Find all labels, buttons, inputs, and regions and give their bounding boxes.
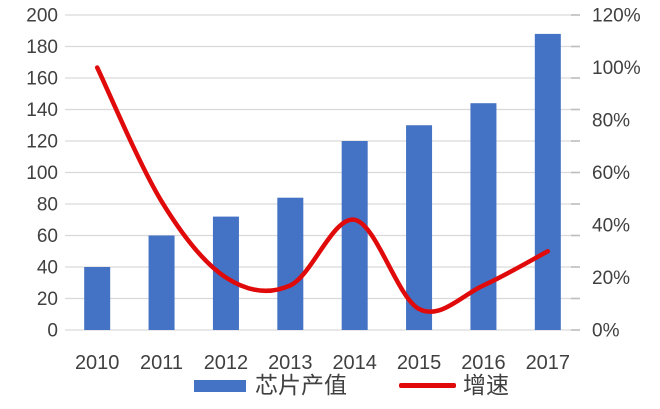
x-axis-label-2010: 2010 bbox=[75, 352, 120, 374]
left-axis-tick-label: 60 bbox=[37, 226, 58, 247]
left-axis-tick-label: 120 bbox=[26, 132, 58, 153]
x-axis-label-2013: 2013 bbox=[268, 352, 313, 374]
left-axis-tick-label: 200 bbox=[26, 6, 58, 27]
x-axis-label-2011: 2011 bbox=[140, 352, 183, 374]
bar-2011 bbox=[148, 235, 175, 330]
left-axis-tick-label: 80 bbox=[37, 195, 58, 216]
left-axis-tick-label: 100 bbox=[26, 163, 58, 184]
left-axis-tick-label: 140 bbox=[26, 100, 58, 121]
bar-2017 bbox=[534, 33, 561, 331]
left-axis-tick-label: 160 bbox=[26, 69, 58, 90]
legend-line-swatch-icon bbox=[399, 383, 456, 388]
bar-2010 bbox=[84, 267, 111, 330]
left-axis-tick-label: 180 bbox=[26, 37, 58, 58]
right-axis-tick-label: 20% bbox=[592, 268, 630, 289]
legend-line-label: 增速 bbox=[463, 372, 509, 398]
bar-2015 bbox=[406, 125, 433, 330]
x-axis-label-2012: 2012 bbox=[204, 352, 249, 374]
bar-2016 bbox=[470, 103, 497, 330]
right-axis-tick-label: 80% bbox=[592, 111, 630, 132]
bar-2014 bbox=[341, 141, 368, 330]
left-axis-tick-label: 0 bbox=[47, 321, 58, 342]
right-axis-tick-label: 100% bbox=[592, 58, 641, 79]
x-axis-label-2014: 2014 bbox=[332, 352, 377, 374]
left-axis-tick-label: 20 bbox=[37, 289, 58, 310]
growth-rate-line bbox=[94, 65, 551, 314]
left-axis-tick-label: 40 bbox=[37, 258, 58, 279]
legend-bar-label: 芯片产值 bbox=[255, 372, 347, 398]
right-axis-tick-label: 0% bbox=[592, 321, 620, 342]
legend-bar-swatch-icon bbox=[194, 379, 246, 392]
chart-legend: 芯片产值 增速 bbox=[194, 374, 509, 397]
right-axis-tick-label: 60% bbox=[592, 163, 630, 184]
right-axis-tick-label: 40% bbox=[592, 216, 630, 237]
x-axis-label-2016: 2016 bbox=[461, 352, 506, 374]
x-axis-label-2017: 2017 bbox=[526, 352, 571, 374]
right-axis-tick-label: 120% bbox=[592, 6, 641, 27]
bar-2013 bbox=[277, 197, 304, 330]
x-axis-label-2015: 2015 bbox=[397, 352, 442, 374]
